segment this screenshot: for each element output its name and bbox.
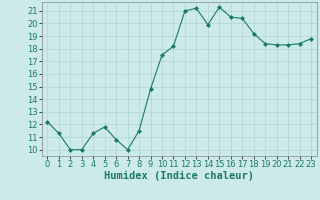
X-axis label: Humidex (Indice chaleur): Humidex (Indice chaleur)	[104, 171, 254, 181]
